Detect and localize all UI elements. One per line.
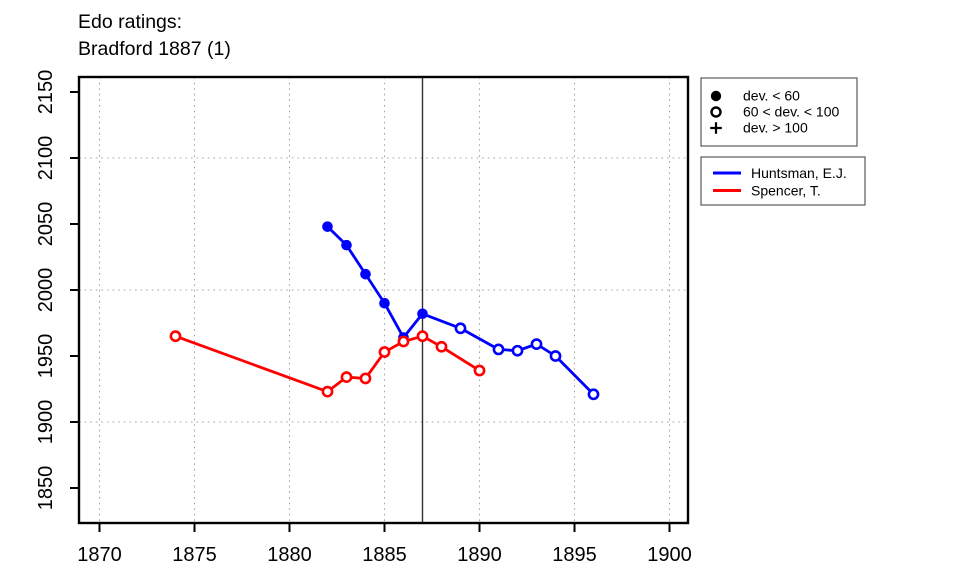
data-point-open: [397, 335, 410, 348]
chart-title-line-2: Bradford 1887 (1): [78, 38, 231, 60]
y-axis: 1850 1900 1950 2000 2050 2100 2150: [35, 70, 79, 511]
data-point-open: [549, 350, 562, 362]
data-point-open: [359, 372, 372, 385]
legend-deviation-markers: dev. < 60 60 < dev. < 100 dev. > 100: [700, 77, 858, 147]
data-point-filled: [341, 239, 352, 251]
data-point-open: [511, 344, 524, 357]
data-point-filled: [322, 221, 333, 232]
data-point-filled: [417, 308, 428, 320]
x-tick-label: 1900: [647, 544, 692, 566]
data-point-filled: [360, 268, 371, 280]
y-tick-label: 1900: [35, 400, 57, 445]
plus-icon: [710, 122, 722, 134]
data-point-open: [530, 338, 543, 351]
data-point-open: [473, 364, 486, 377]
x-axis: 1870 1875 1880 1885 1890 1895 1900: [77, 523, 692, 566]
data-point-open: [169, 330, 182, 343]
gridlines: [79, 77, 688, 523]
legend-label-dev-gt-100: dev. > 100: [743, 120, 808, 136]
legend-label-huntsman: Huntsman, E.J.: [751, 165, 847, 181]
legend-markers-box: [700, 77, 858, 147]
data-point-open: [416, 330, 429, 343]
y-tick-label: 1850: [35, 466, 57, 511]
legend-label-dev-60-100: 60 < dev. < 100: [743, 104, 839, 120]
data-point-open: [587, 388, 600, 401]
data-point-open: [492, 343, 505, 356]
x-tick-label: 1875: [172, 544, 217, 566]
data-point-filled: [379, 297, 390, 309]
y-tick-label: 2050: [35, 202, 57, 247]
data-point-open: [454, 322, 467, 335]
chart-title-line-1: Edo ratings:: [78, 11, 182, 33]
data-point-open: [435, 340, 448, 353]
data-point-open: [340, 371, 353, 384]
x-tick-label: 1885: [362, 544, 407, 566]
filled-circle-icon: [710, 90, 722, 102]
legend-players-box: [700, 156, 866, 206]
x-tick-label: 1890: [457, 544, 502, 566]
y-tick-label: 2000: [35, 268, 57, 313]
y-tick-label: 2150: [35, 70, 57, 115]
series-line: [175, 334, 481, 394]
open-circle-icon: [710, 106, 722, 118]
x-tick-label: 1895: [552, 544, 597, 566]
y-tick-label: 1950: [35, 334, 57, 379]
series-line: [326, 225, 595, 396]
data-point-open: [321, 385, 334, 398]
x-tick-label: 1870: [77, 544, 122, 566]
data-point-open: [378, 346, 391, 358]
legend-label-dev-lt-60: dev. < 60: [743, 88, 800, 104]
y-tick-label: 2100: [35, 136, 57, 181]
series-spencer-t: [169, 330, 486, 398]
series-layer: [169, 221, 600, 401]
x-tick-label: 1880: [267, 544, 312, 566]
legend-players: Huntsman, E.J. Spencer, T.: [700, 156, 866, 206]
series-huntsman-e-j: [322, 221, 600, 401]
legend-label-spencer: Spencer, T.: [751, 183, 821, 199]
